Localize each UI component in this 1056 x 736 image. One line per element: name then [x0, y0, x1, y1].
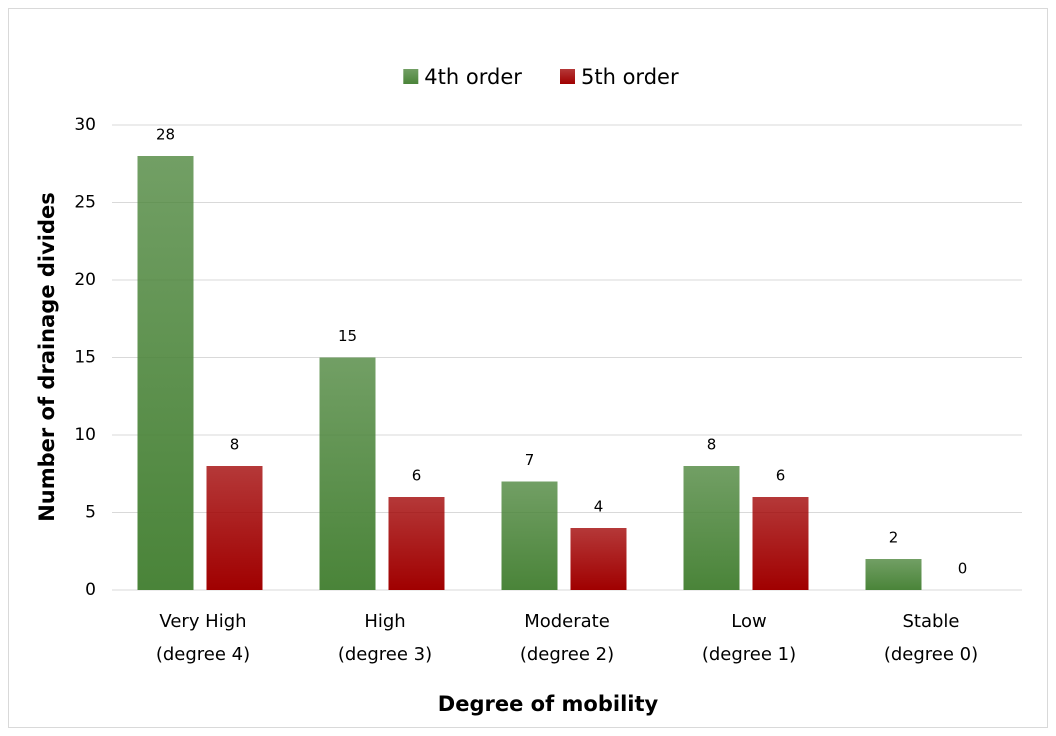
legend-label: 4th order — [424, 65, 522, 89]
bar — [501, 481, 558, 590]
x-tick-label: (degree 0) — [884, 644, 978, 665]
x-tick-label: Low — [731, 611, 766, 632]
value-label: 6 — [412, 467, 422, 485]
bar — [319, 357, 376, 590]
legend-label: 5th order — [581, 65, 679, 89]
y-tick-label: 0 — [85, 580, 96, 600]
x-tick-label: High — [364, 611, 405, 632]
bar — [388, 497, 445, 590]
bar — [206, 466, 263, 590]
x-tick-label: (degree 4) — [156, 644, 250, 665]
x-tick-label: Very High — [159, 611, 246, 632]
y-tick-label: 20 — [74, 270, 96, 290]
value-label: 0 — [958, 560, 968, 578]
x-tick-label: (degree 3) — [338, 644, 432, 665]
x-tick-label: (degree 1) — [702, 644, 796, 665]
x-axis-title: Degree of mobility — [438, 692, 659, 716]
bar — [865, 559, 922, 590]
value-label: 8 — [230, 436, 240, 454]
bar — [752, 497, 809, 590]
x-tick-label: Moderate — [524, 611, 610, 632]
legend-swatch — [560, 69, 575, 84]
y-tick-label: 5 — [85, 503, 96, 523]
value-label: 6 — [776, 467, 786, 485]
x-tick-label: Stable — [902, 611, 959, 632]
y-tick-label: 30 — [74, 115, 96, 135]
x-tick-label: (degree 2) — [520, 644, 614, 665]
value-label: 7 — [525, 451, 535, 469]
y-tick-label: 25 — [74, 193, 96, 213]
y-tick-label: 15 — [74, 348, 96, 368]
value-label: 28 — [156, 126, 175, 144]
y-axis-title: Number of drainage divides — [35, 192, 59, 522]
value-label: 4 — [594, 498, 604, 516]
bar — [683, 466, 740, 590]
value-label: 15 — [338, 327, 357, 345]
legend-swatch — [403, 69, 419, 84]
value-label: 8 — [707, 436, 717, 454]
bar — [137, 156, 194, 590]
bar — [570, 528, 627, 590]
value-label: 2 — [889, 529, 899, 547]
y-tick-label: 10 — [74, 425, 96, 445]
